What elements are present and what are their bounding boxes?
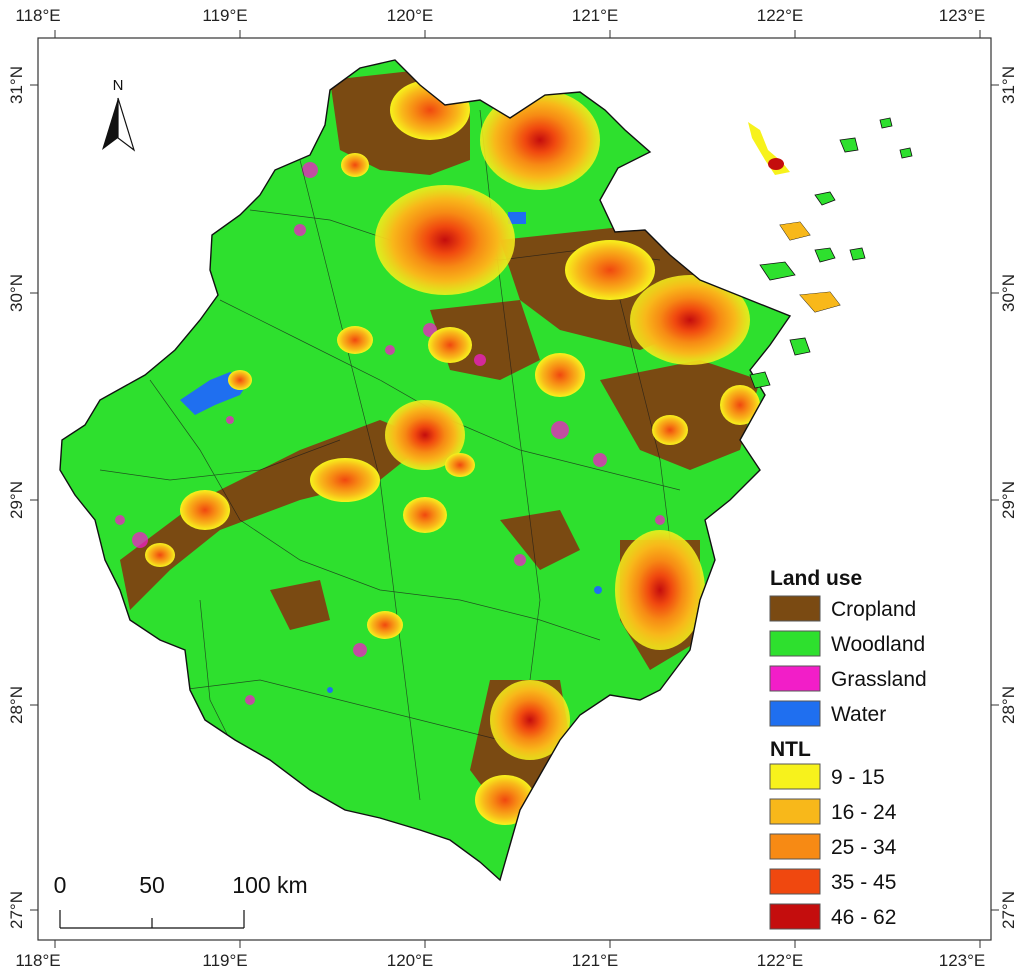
lon-tick-top-122: 122°E [757, 6, 804, 25]
scale-label-100: 100 km [232, 872, 307, 898]
legend-label-water: Water [831, 703, 886, 726]
ntl-hotspots [145, 80, 760, 825]
lat-tick-right-29: 29°N [999, 481, 1018, 519]
scale-bar: 0 50 100 km [54, 872, 308, 929]
lon-tick-bottom-122: 122°E [757, 951, 804, 970]
lon-tick-top-121: 121°E [572, 6, 619, 25]
north-arrow-icon: N [102, 77, 136, 152]
legend-label-cropland: Cropland [831, 598, 916, 621]
legend-label-ntl-25-34: 25 - 34 [831, 836, 897, 859]
legend-land-use: Land use Cropland Woodland Grassland Wat… [769, 567, 927, 727]
longitude-axis: 118°E 119°E 120°E 121°E 122°E 123°E 118°… [15, 6, 985, 970]
legend-swatch-grassland [769, 665, 821, 692]
legend-swatch-ntl-46-62 [769, 903, 821, 930]
lon-tick-bottom-123: 123°E [939, 951, 986, 970]
lon-tick-top-123: 123°E [939, 6, 986, 25]
legend-label-ntl-35-45: 35 - 45 [831, 871, 896, 894]
legend-swatch-cropland [769, 595, 821, 622]
offshore-islands [748, 117, 913, 389]
legend-swatch-ntl-25-34 [769, 833, 821, 860]
legend-swatch-ntl-35-45 [769, 868, 821, 895]
lat-tick-right-27: 27°N [999, 891, 1018, 929]
legend-ntl: NTL 9 - 15 16 - 24 25 - 34 35 - 45 46 - … [769, 738, 897, 930]
north-arrow-label: N [113, 77, 124, 94]
lat-tick-left-28: 28°N [7, 686, 26, 724]
lon-tick-bottom-121: 121°E [572, 951, 619, 970]
legend-land-use-title: Land use [770, 567, 862, 590]
lat-tick-left-27: 27°N [7, 891, 26, 929]
lon-tick-top-119: 119°E [202, 6, 247, 25]
legend-swatch-ntl-9-15 [769, 763, 821, 790]
scale-label-0: 0 [54, 872, 67, 898]
lat-tick-left-29: 29°N [7, 481, 26, 519]
latitude-axis: 31°N 30°N 29°N 28°N 27°N 31°N 30°N 29°N … [7, 66, 1018, 929]
lat-tick-right-30: 30°N [999, 274, 1018, 312]
legend-swatch-ntl-16-24 [769, 798, 821, 825]
lon-tick-bottom-118: 118°E [15, 951, 60, 970]
legend-label-ntl-9-15: 9 - 15 [831, 766, 885, 789]
legend-label-woodland: Woodland [831, 633, 925, 656]
legend-ntl-title: NTL [770, 738, 811, 761]
lon-tick-top-118: 118°E [15, 6, 60, 25]
lat-tick-right-28: 28°N [999, 686, 1018, 724]
lat-tick-right-31: 31°N [999, 66, 1018, 104]
legend-label-ntl-16-24: 16 - 24 [831, 801, 897, 824]
lat-tick-left-31: 31°N [7, 66, 26, 104]
lon-tick-bottom-120: 120°E [387, 951, 434, 970]
scale-label-50: 50 [139, 872, 165, 898]
lon-tick-bottom-119: 119°E [202, 951, 247, 970]
legend-label-grassland: Grassland [831, 668, 927, 691]
legend-swatch-water [769, 700, 821, 727]
legend-swatch-woodland [769, 630, 821, 657]
lon-tick-top-120: 120°E [387, 6, 434, 25]
lat-tick-left-30: 30°N [7, 274, 26, 312]
legend-label-ntl-46-62: 46 - 62 [831, 906, 896, 929]
